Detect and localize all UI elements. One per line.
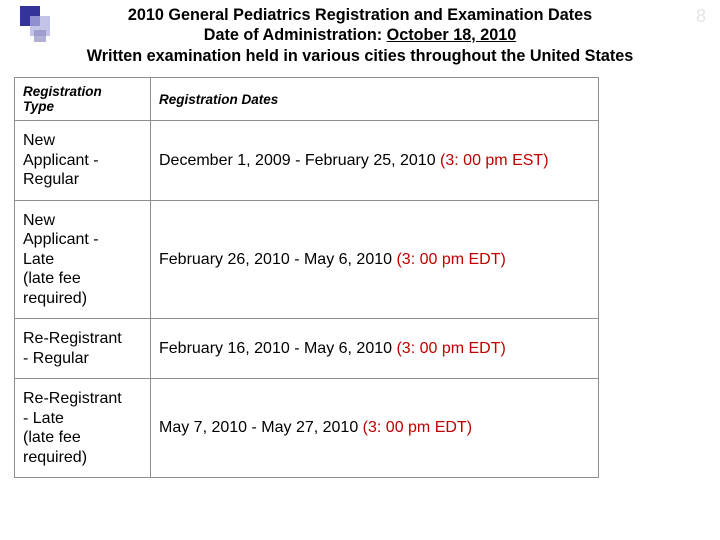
dates-range: February 26, 2010 - May 6, 2010 xyxy=(159,251,396,268)
dates-range: May 7, 2010 - May 27, 2010 xyxy=(159,419,363,436)
cell-dates: May 7, 2010 - May 27, 2010 (3: 00 pm EDT… xyxy=(151,379,599,478)
admin-line: Date of Administration: October 18, 2010 xyxy=(0,25,720,45)
cell-type: Re-Registrant- Late(late feerequired) xyxy=(15,379,151,478)
cell-type: NewApplicant -Late(late feerequired) xyxy=(15,200,151,319)
table-header-row: Registration Type Registration Dates xyxy=(15,78,599,121)
note-line: Written examination held in various citi… xyxy=(0,46,720,66)
dates-range: February 16, 2010 - May 6, 2010 xyxy=(159,340,396,357)
dates-deadline: (3: 00 pm EDT) xyxy=(363,419,472,436)
cell-type: Re-Registrant- Regular xyxy=(15,319,151,379)
header-dates: Registration Dates xyxy=(151,78,599,121)
cell-dates: February 26, 2010 - May 6, 2010 (3: 00 p… xyxy=(151,200,599,319)
dates-deadline: (3: 00 pm EDT) xyxy=(396,251,505,268)
table-row: Re-Registrant- RegularFebruary 16, 2010 … xyxy=(15,319,599,379)
cell-dates: February 16, 2010 - May 6, 2010 (3: 00 p… xyxy=(151,319,599,379)
admin-date: October 18, 2010 xyxy=(387,26,517,44)
dates-range: December 1, 2009 - February 25, 2010 xyxy=(159,152,440,169)
table-row: NewApplicant -RegularDecember 1, 2009 - … xyxy=(15,121,599,201)
cell-type: NewApplicant -Regular xyxy=(15,121,151,201)
cell-dates: December 1, 2009 - February 25, 2010 (3:… xyxy=(151,121,599,201)
title-line: 2010 General Pediatrics Registration and… xyxy=(0,5,720,25)
page-number: 8 xyxy=(696,6,706,27)
header-block: 2010 General Pediatrics Registration and… xyxy=(0,5,720,66)
dates-deadline: (3: 00 pm EST) xyxy=(440,152,548,169)
table-row: NewApplicant -Late(late feerequired)Febr… xyxy=(15,200,599,319)
admin-label: Date of Administration: xyxy=(204,26,387,44)
table-row: Re-Registrant- Late(late feerequired)May… xyxy=(15,379,599,478)
registration-table: Registration Type Registration Dates New… xyxy=(14,77,599,478)
header-type: Registration Type xyxy=(15,78,151,121)
dates-deadline: (3: 00 pm EDT) xyxy=(396,340,505,357)
